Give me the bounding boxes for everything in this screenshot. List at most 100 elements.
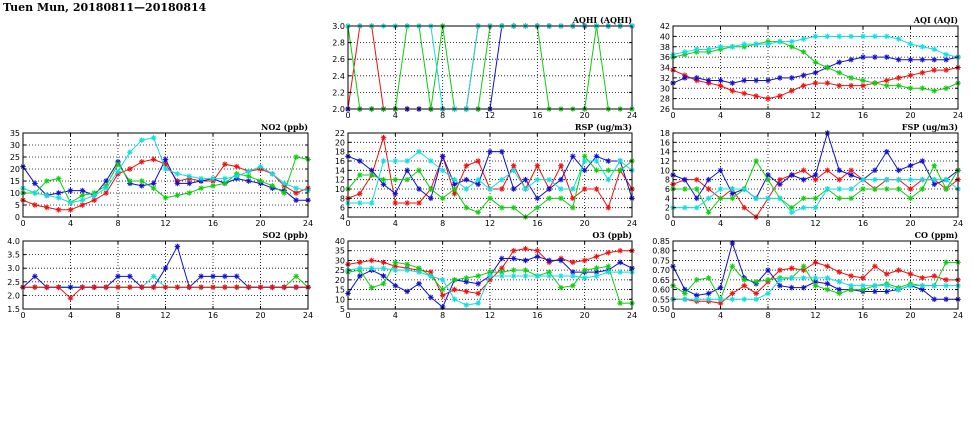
rsp-ytick-label: 4 [340, 213, 345, 222]
so2-series-green-point [293, 273, 299, 280]
fsp-series-green-point [919, 186, 926, 192]
rsp-series-cyan-point [368, 200, 375, 206]
o3-series-red-point [570, 259, 576, 266]
rsp-series-blue-point [581, 167, 588, 174]
aqi-series-green-point [836, 69, 843, 76]
rsp-series-red-point [534, 162, 541, 169]
fsp-series-cyan-point [931, 176, 938, 183]
o3-ytick-label: 10 [335, 295, 345, 304]
o3-series-cyan-point [439, 277, 446, 283]
o3-xtick-label: 16 [532, 311, 542, 320]
o3-series-cyan-point [510, 273, 517, 279]
co-series-blue-point [717, 284, 724, 291]
no2-series-cyan-point [210, 175, 216, 182]
rsp-series-green-point [416, 167, 422, 174]
so2-series-red-point [281, 284, 288, 291]
aqi-series-blue-point [931, 56, 938, 63]
no2-series-cyan-point [233, 173, 240, 179]
so2-ytick-label: 3.5 [7, 251, 20, 260]
aqhi-ytick-label: 3.0 [332, 22, 345, 31]
aqi-series-blue-point [788, 75, 795, 81]
no2-xtick-label: 20 [255, 219, 265, 228]
o3-series-blue-point [617, 259, 623, 266]
fsp-series-cyan-point [682, 204, 688, 211]
co-series-green-point [800, 263, 807, 270]
rsp-series-green-point [617, 167, 623, 174]
no2-ytick-label: 5 [15, 201, 20, 210]
rsp-ytick-label: 6 [340, 204, 345, 213]
rsp-series-green-point [451, 186, 458, 192]
o3-series-red-point [534, 247, 541, 254]
so2-xtick-label: 16 [208, 311, 218, 320]
aqi-series-cyan-point [800, 36, 807, 42]
rsp-series-green-point [428, 186, 434, 192]
fsp-xtick-label: 4 [718, 219, 723, 228]
co-xtick-label: 12 [810, 311, 820, 320]
aqi-xtick-label: 8 [765, 111, 770, 120]
fsp-series-red-point [824, 167, 831, 174]
o3-series-blue-point [558, 257, 564, 264]
o3-series-red-point [380, 259, 387, 266]
co-series-green-point [812, 282, 819, 289]
o3-series-cyan-point [499, 273, 505, 279]
fsp-series-blue-point [931, 181, 938, 188]
rsp-xtick-label: 24 [627, 219, 637, 228]
rsp-series-green-point [605, 167, 612, 174]
rsp-series-red-point [510, 162, 517, 169]
no2-series-red-point [79, 202, 86, 208]
fsp-series-green-point [860, 186, 866, 192]
aqi-series-cyan-point [717, 43, 724, 50]
co-xtick-label: 24 [953, 311, 963, 320]
co-series-cyan-point [883, 282, 890, 289]
aqi-series-blue-point [753, 77, 759, 84]
fsp-xtick-label: 8 [765, 219, 770, 228]
rsp-series-green-point [499, 204, 505, 211]
aqi-series-blue-point [705, 77, 712, 84]
aqi-ytick-label: 38 [660, 43, 670, 52]
no2-series-green-point [150, 185, 157, 191]
co-series-blue-point [824, 280, 831, 287]
o3-series-blue-point [357, 273, 363, 279]
rsp-series-green-point [357, 172, 363, 178]
rsp-series-red-point [593, 186, 600, 192]
rsp-series-green-point [368, 172, 375, 178]
aqi-title: AQI (AQI) [913, 15, 958, 25]
co-series-red-point [812, 259, 819, 266]
aqi-series-cyan-point [943, 51, 949, 58]
rsp-series-blue-point [534, 195, 541, 202]
rsp-series-red-point [499, 186, 505, 192]
no2-series-cyan-point [293, 185, 299, 191]
rsp-ytick-label: 16 [335, 157, 345, 166]
aqi-series-blue-point [693, 75, 700, 81]
fsp-ytick-label: 8 [665, 176, 670, 185]
aqhi-xtick-label: 8 [440, 111, 445, 120]
no2-series-red-point [103, 190, 109, 196]
rsp-series-cyan-point [558, 186, 564, 192]
co-series-cyan-point [895, 286, 902, 293]
co-series-red-point [753, 290, 759, 297]
fsp-ytick-label: 18 [660, 129, 670, 138]
no2-series-blue-point [150, 180, 157, 187]
no2-ytick-label: 35 [10, 129, 20, 138]
fsp-xtick-label: 24 [953, 219, 963, 228]
rsp-series-blue-point [522, 176, 529, 183]
fsp-series-green-point [682, 186, 688, 192]
rsp-series-blue-point [404, 167, 410, 174]
fsp-series-cyan-point [824, 186, 831, 192]
co-series-green-point [705, 275, 712, 281]
so2-series-blue-point [222, 273, 228, 280]
fsp-series-blue-point [717, 167, 724, 174]
rsp-series-cyan-point [439, 167, 446, 174]
so2-xtick-label: 8 [115, 311, 120, 320]
so2-series-blue-point [198, 273, 204, 280]
co-series-cyan-point [872, 282, 878, 289]
co-series-blue-point [705, 290, 712, 297]
co-series-cyan-point [729, 296, 736, 303]
so2-ytick-label: 1.5 [7, 305, 20, 314]
fsp-ytick-label: 0 [665, 213, 670, 222]
aqi-series-blue-point [717, 77, 724, 84]
rsp-series-green-point [558, 195, 564, 202]
rsp-series-red-point [475, 158, 481, 164]
